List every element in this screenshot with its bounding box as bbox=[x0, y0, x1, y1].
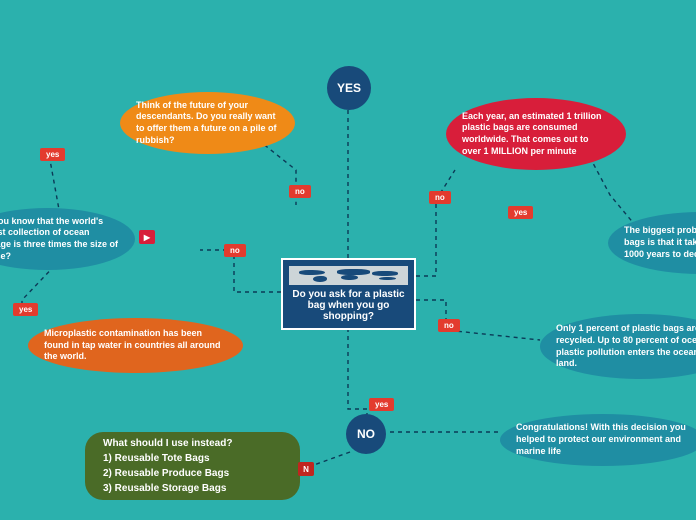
youtube-icon-glyph: ▶ bbox=[144, 233, 150, 242]
world-map-image bbox=[289, 266, 408, 285]
node-biggest-text: The biggest problem with plastic bags is… bbox=[624, 225, 696, 260]
no-label: NO bbox=[357, 427, 375, 441]
node-trillion-text: Each year, an estimated 1 trillion plast… bbox=[462, 111, 610, 158]
node-congrats-text: Congratulations! With this decision you … bbox=[516, 422, 689, 457]
node-descendants: Think of the future of your descendants.… bbox=[120, 92, 295, 154]
node-microplastic: Microplastic contamination has been foun… bbox=[28, 318, 243, 373]
tag-no-1: no bbox=[289, 185, 311, 198]
node-recycled-text: Only 1 percent of plastic bags are recyc… bbox=[556, 323, 696, 370]
tag-no-3: no bbox=[429, 191, 451, 204]
yes-label: YES bbox=[337, 81, 361, 95]
yes-node: YES bbox=[327, 66, 371, 110]
tag-yes-1: yes bbox=[40, 148, 65, 161]
no-node: NO bbox=[346, 414, 386, 454]
node-descendants-text: Think of the future of your descendants.… bbox=[136, 100, 279, 147]
tag-no-4: no bbox=[438, 319, 460, 332]
node-trillion: Each year, an estimated 1 trillion plast… bbox=[446, 98, 626, 170]
flowchart-stage: YES NO Do you ask for a plastic bag when… bbox=[0, 0, 696, 520]
n-icon-glyph: N bbox=[303, 465, 309, 474]
node-congrats: Congratulations! With this decision you … bbox=[500, 414, 696, 466]
center-question-card: Do you ask for a plastic bag when you go… bbox=[281, 258, 416, 330]
tag-yes-4: yes bbox=[369, 398, 394, 411]
node-alternatives-text: What should I use instead? 1) Reusable T… bbox=[103, 436, 232, 496]
tag-yes-2: yes bbox=[13, 303, 38, 316]
tag-yes-3: yes bbox=[508, 206, 533, 219]
node-recycled: Only 1 percent of plastic bags are recyc… bbox=[540, 314, 696, 379]
node-france: Did you know that the world's largest co… bbox=[0, 208, 135, 270]
center-question-text: Do you ask for a plastic bag when you go… bbox=[289, 289, 408, 322]
node-france-text: Did you know that the world's largest co… bbox=[0, 216, 119, 263]
tag-no-2: no bbox=[224, 244, 246, 257]
node-microplastic-text: Microplastic contamination has been foun… bbox=[44, 328, 227, 363]
node-biggest: The biggest problem with plastic bags is… bbox=[608, 212, 696, 274]
node-alternatives: What should I use instead? 1) Reusable T… bbox=[85, 432, 300, 500]
youtube-icon[interactable]: ▶ bbox=[139, 230, 155, 244]
n-icon[interactable]: N bbox=[298, 462, 314, 476]
